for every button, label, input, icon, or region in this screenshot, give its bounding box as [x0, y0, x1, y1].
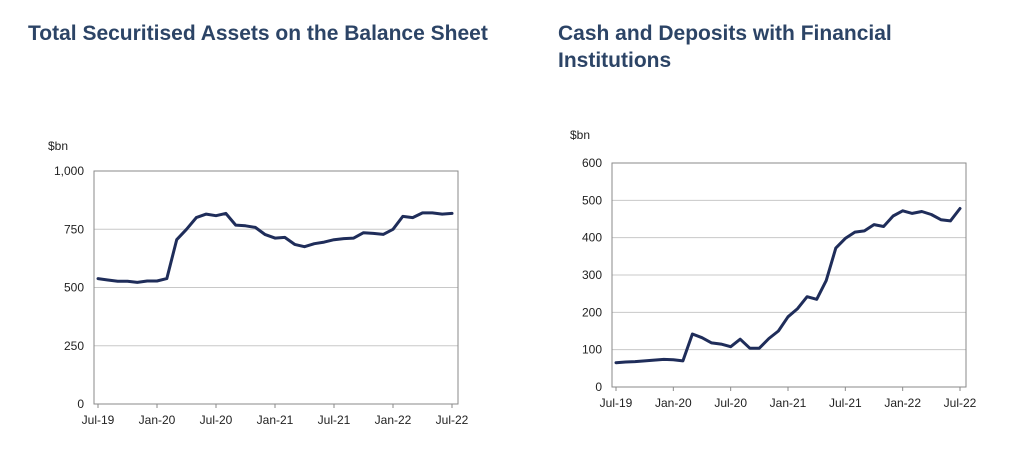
data-point — [691, 332, 694, 335]
data-point — [787, 315, 790, 318]
data-point — [624, 360, 627, 363]
x-tick-label: Jul-19 — [600, 396, 633, 410]
data-point — [796, 307, 799, 310]
plot-frame — [93, 170, 459, 405]
data-point — [939, 218, 942, 221]
data-point — [844, 237, 847, 240]
data-point — [701, 336, 704, 339]
data-point — [930, 213, 933, 216]
data-point — [863, 229, 866, 232]
data-point — [892, 215, 895, 218]
data-point — [681, 359, 684, 362]
x-tick-label: Jan-21 — [770, 396, 807, 410]
y-tick-label: 400 — [582, 231, 602, 245]
y-tick-label: 1,000 — [54, 164, 84, 178]
y-tick-label: 250 — [64, 339, 84, 353]
data-point — [662, 358, 665, 361]
series-line — [96, 211, 454, 284]
data-point — [815, 298, 818, 301]
data-point — [959, 207, 962, 210]
data-point — [901, 209, 904, 212]
x-tick-label: Jan-21 — [257, 413, 294, 427]
y-tick-label: 100 — [582, 343, 602, 357]
data-point — [729, 345, 732, 348]
chart-title-securitised-assets: Total Securitised Assets on the Balance … — [28, 22, 488, 45]
data-point — [748, 347, 751, 350]
data-point — [777, 330, 780, 333]
data-point — [873, 223, 876, 226]
x-tick-label: Jan-20 — [139, 413, 176, 427]
x-tick-label: Jul-22 — [944, 396, 977, 410]
data-point — [720, 343, 723, 346]
x-tick-label: Jan-22 — [884, 396, 921, 410]
y-tick-label: 0 — [77, 397, 84, 411]
data-point — [882, 225, 885, 228]
data-point — [825, 279, 828, 282]
y-tick-label: 750 — [64, 222, 84, 236]
data-point — [767, 337, 770, 340]
x-tick-label: Jul-20 — [200, 413, 233, 427]
data-point — [920, 210, 923, 213]
data-point — [758, 347, 761, 350]
y-tick-label: 0 — [595, 380, 602, 394]
x-tick-label: Jul-22 — [436, 413, 469, 427]
x-tick-label: Jan-20 — [655, 396, 692, 410]
series-line — [614, 207, 962, 365]
y-unit-label: $bn — [570, 128, 590, 142]
data-point — [806, 295, 809, 298]
data-point — [634, 360, 637, 363]
chart-title-cash-deposits: Cash and Deposits with Financial Institu… — [558, 22, 892, 72]
x-tick-label: Jul-21 — [318, 413, 351, 427]
data-point — [834, 247, 837, 250]
data-point — [615, 361, 618, 364]
data-point — [672, 358, 675, 361]
data-point — [739, 338, 742, 341]
y-unit-label: $bn — [48, 139, 68, 153]
y-tick-label: 500 — [64, 281, 84, 295]
x-tick-label: Jul-21 — [829, 396, 862, 410]
data-point — [653, 359, 656, 362]
plot-frame — [611, 162, 967, 388]
y-tick-label: 500 — [582, 193, 602, 207]
data-point — [911, 212, 914, 215]
y-tick-label: 600 — [582, 156, 602, 170]
y-tick-label: 300 — [582, 268, 602, 282]
y-tick-label: 200 — [582, 305, 602, 319]
data-point — [710, 341, 713, 344]
data-point — [853, 231, 856, 234]
data-point — [643, 359, 646, 362]
data-point — [949, 219, 952, 222]
x-tick-label: Jan-22 — [375, 413, 412, 427]
x-tick-label: Jul-20 — [714, 396, 747, 410]
x-tick-label: Jul-19 — [82, 413, 115, 427]
